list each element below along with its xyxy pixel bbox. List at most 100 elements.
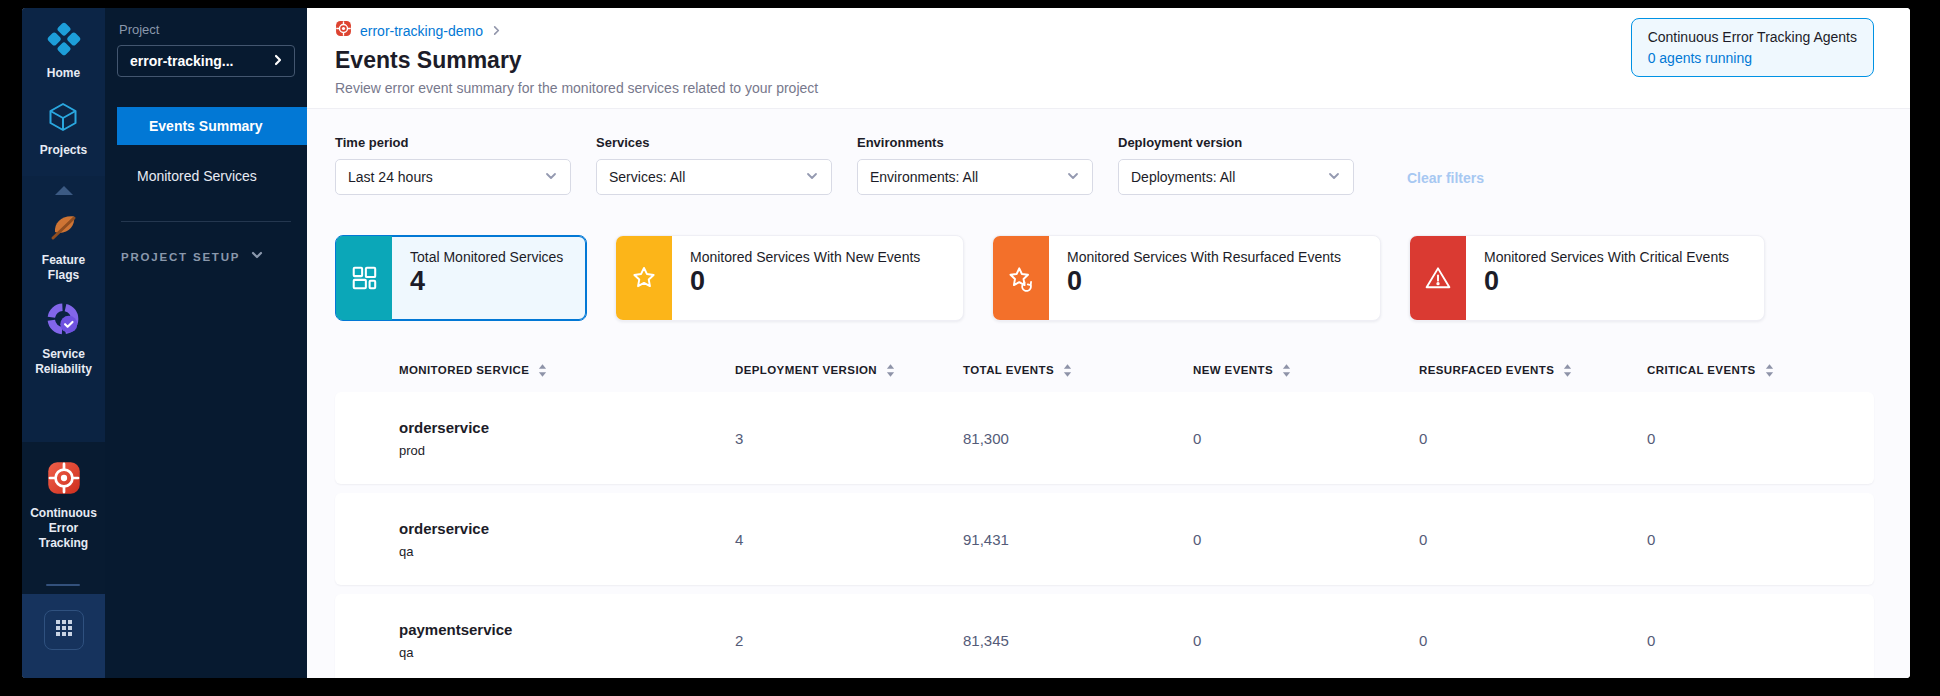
resurfaced-events-value: 0: [1419, 430, 1647, 447]
sort-icon: [1765, 364, 1774, 377]
feature-flags-icon: [48, 211, 80, 247]
chevron-down-icon: [250, 248, 264, 266]
error-tracking-mini-icon: [335, 20, 352, 41]
time-period-value: Last 24 hours: [348, 169, 433, 185]
table-row[interactable]: orderservice qa 4 91,431 0 0 0: [335, 493, 1874, 585]
card-label: Monitored Services With New Events: [690, 249, 920, 265]
warning-triangle-icon: [1410, 236, 1466, 320]
total-events-value: 91,431: [963, 531, 1193, 548]
filter-environments: Environments Environments: All: [857, 135, 1093, 195]
column-header-critical-events[interactable]: CRITICAL EVENTS: [1647, 364, 1874, 377]
column-label: NEW EVENTS: [1193, 364, 1273, 376]
card-label: Total Monitored Services: [410, 249, 563, 265]
page-body: Time period Last 24 hours Services Servi…: [307, 109, 1910, 678]
resurfaced-events-value: 0: [1419, 531, 1647, 548]
resurfaced-events-value: 0: [1419, 632, 1647, 649]
page-subtitle: Review error event summary for the monit…: [335, 80, 1874, 96]
agents-status-card[interactable]: Continuous Error Tracking Agents 0 agent…: [1631, 18, 1874, 77]
agents-running-link[interactable]: 0 agents running: [1648, 50, 1857, 66]
critical-events-value: 0: [1647, 531, 1874, 548]
harness-logo-icon: [47, 22, 81, 60]
nav-rail-top-section: Home Projects: [22, 8, 105, 176]
card-label: Monitored Services With Resurfaced Event…: [1067, 249, 1341, 265]
card-label: Monitored Services With Critical Events: [1484, 249, 1729, 265]
nav-rail-item-home[interactable]: Home: [47, 22, 81, 81]
services-select[interactable]: Services: All: [596, 159, 832, 195]
sidebar-item-events-summary[interactable]: Events Summary: [117, 107, 307, 145]
filter-label: Environments: [857, 135, 1093, 150]
filter-services: Services Services: All: [596, 135, 832, 195]
app-window: Home Projects Featu: [22, 8, 1910, 678]
column-header-deployment-version[interactable]: DEPLOYMENT VERSION: [735, 364, 963, 377]
collapse-up-icon[interactable]: [55, 186, 73, 195]
nav-rail-modules-section: Feature Flags Service Reliability: [22, 176, 105, 442]
filters-bar: Time period Last 24 hours Services Servi…: [335, 135, 1874, 195]
breadcrumb-project-link[interactable]: error-tracking-demo: [360, 23, 483, 39]
nav-rail-item-service-reliability[interactable]: Service Reliability: [25, 303, 103, 377]
deployment-version-value: 2: [735, 632, 963, 649]
critical-events-value: 0: [1647, 632, 1874, 649]
column-header-monitored-service[interactable]: MONITORED SERVICE: [399, 364, 735, 377]
clear-filters-button[interactable]: Clear filters: [1407, 170, 1484, 186]
card-resurfaced-events[interactable]: Monitored Services With Resurfaced Event…: [992, 235, 1381, 321]
nav-rail-item-projects[interactable]: Projects: [40, 101, 87, 158]
project-selector[interactable]: error-tracking...: [117, 45, 295, 77]
nav-rail-item-feature-flags[interactable]: Feature Flags: [25, 211, 103, 283]
chevron-right-icon: [272, 53, 284, 69]
service-environment: prod: [399, 443, 735, 458]
module-grid-button[interactable]: [44, 610, 84, 650]
service-environment: qa: [399, 645, 735, 660]
table-row[interactable]: paymentservice qa 2 81,345 0 0 0: [335, 594, 1874, 678]
deployments-select[interactable]: Deployments: All: [1118, 159, 1354, 195]
card-value: 4: [410, 268, 563, 295]
dashboard-icon: [336, 236, 392, 320]
column-label: TOTAL EVENTS: [963, 364, 1054, 376]
nav-rail-item-error-tracking[interactable]: Continuous Error Tracking: [25, 460, 103, 551]
card-value: 0: [1484, 268, 1729, 295]
nav-rail-bottom-section: [22, 594, 105, 678]
total-events-value: 81,300: [963, 430, 1193, 447]
nav-rail-cet-section: Continuous Error Tracking: [22, 442, 105, 594]
card-value: 0: [1067, 268, 1341, 295]
grid-icon: [56, 620, 72, 640]
project-setup-label: PROJECT SETUP: [121, 251, 240, 263]
services-value: Services: All: [609, 169, 685, 185]
filter-deployment-version: Deployment version Deployments: All: [1118, 135, 1354, 195]
chevron-down-icon: [544, 169, 558, 186]
new-events-value: 0: [1193, 531, 1419, 548]
nav-rail-label: Home: [47, 66, 80, 81]
card-critical-events[interactable]: Monitored Services With Critical Events …: [1409, 235, 1765, 321]
sort-icon: [538, 364, 547, 377]
rail-divider: [46, 584, 80, 586]
sidebar-item-monitored-services[interactable]: Monitored Services: [105, 157, 307, 195]
service-name: orderservice: [399, 520, 735, 537]
chevron-down-icon: [805, 169, 819, 186]
card-total-monitored-services[interactable]: Total Monitored Services 4: [335, 235, 587, 321]
column-header-resurfaced-events[interactable]: RESURFACED EVENTS: [1419, 364, 1647, 377]
column-header-total-events[interactable]: TOTAL EVENTS: [963, 364, 1193, 377]
time-period-select[interactable]: Last 24 hours: [335, 159, 571, 195]
main-content: error-tracking-demo Events Summary Revie…: [307, 8, 1910, 678]
total-events-value: 81,345: [963, 632, 1193, 649]
project-setup-toggle[interactable]: PROJECT SETUP: [121, 248, 307, 266]
environments-select[interactable]: Environments: All: [857, 159, 1093, 195]
sort-icon: [1563, 364, 1572, 377]
column-label: CRITICAL EVENTS: [1647, 364, 1756, 376]
breadcrumb-chevron-icon: [491, 22, 502, 40]
chevron-down-icon: [1327, 169, 1341, 186]
deployments-value: Deployments: All: [1131, 169, 1235, 185]
column-label: RESURFACED EVENTS: [1419, 364, 1554, 376]
cube-icon: [47, 101, 79, 137]
nav-rail-label: Projects: [40, 143, 87, 158]
table-row[interactable]: orderservice prod 3 81,300 0 0 0: [335, 392, 1874, 484]
service-environment: qa: [399, 544, 735, 559]
column-header-new-events[interactable]: NEW EVENTS: [1193, 364, 1419, 377]
deployment-version-value: 4: [735, 531, 963, 548]
service-name: orderservice: [399, 419, 735, 436]
column-label: MONITORED SERVICE: [399, 364, 529, 376]
filter-time-period: Time period Last 24 hours: [335, 135, 571, 195]
filter-label: Services: [596, 135, 832, 150]
project-label: Project: [105, 22, 307, 37]
new-events-value: 0: [1193, 430, 1419, 447]
card-new-events[interactable]: Monitored Services With New Events 0: [615, 235, 964, 321]
